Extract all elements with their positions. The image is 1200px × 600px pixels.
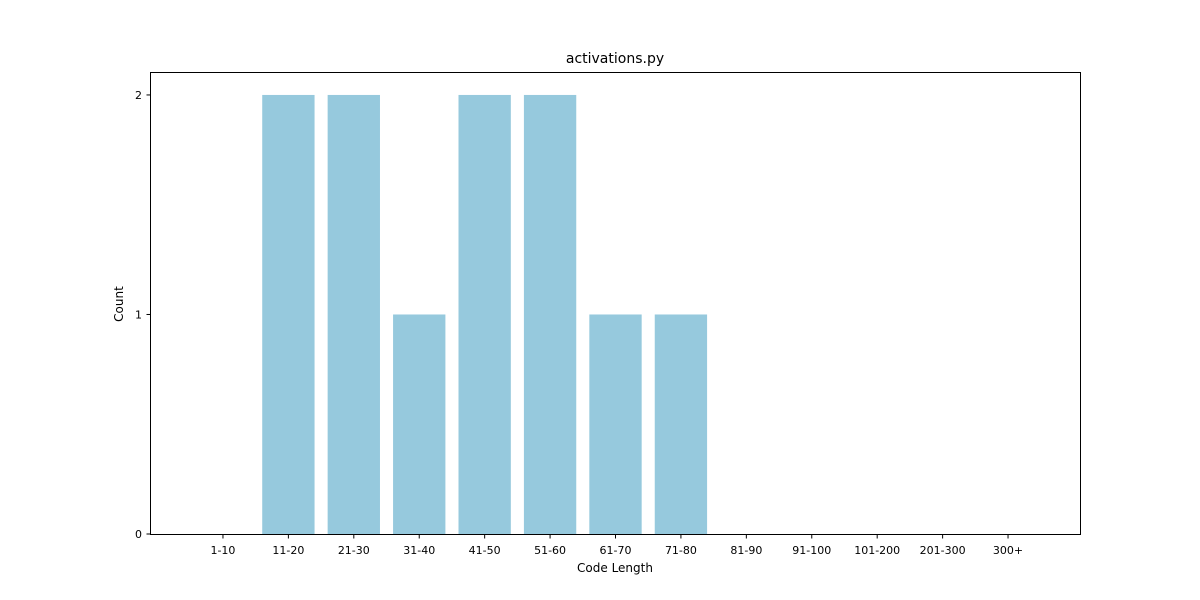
x-tick-label-300+: 300+ bbox=[993, 544, 1023, 557]
y-tick-label-1: 1 bbox=[135, 308, 142, 321]
ticks-layer: 1-10 11-20 21-30 31-40 41-50 51-60 61-70 71-80 8… bbox=[135, 89, 1023, 557]
x-tick-label-201-300: 201-300 bbox=[920, 544, 966, 557]
bar-11-20 bbox=[262, 94, 315, 534]
x-tick-label-71-80: 71-80 bbox=[665, 544, 697, 557]
x-tick-label-101-200: 101-200 bbox=[854, 544, 900, 557]
x-tick-label-21-30: 21-30 bbox=[338, 544, 370, 557]
bar-21-30 bbox=[327, 94, 380, 534]
y-axis-label: Count bbox=[112, 286, 126, 322]
bar-31-40 bbox=[393, 314, 446, 534]
chart-title: activations.py bbox=[566, 51, 664, 67]
bar-71-80 bbox=[654, 314, 708, 534]
y-tick-label-0: 0 bbox=[135, 528, 142, 541]
x-tick-label-81-90: 81-90 bbox=[730, 544, 762, 557]
x-tick-label-11-20: 11-20 bbox=[272, 544, 304, 557]
x-tick-label-31-40: 31-40 bbox=[403, 544, 435, 557]
x-axis-label: Code Length bbox=[577, 561, 653, 575]
x-tick-label-91-100: 91-100 bbox=[792, 544, 831, 557]
x-tick-label-1-10: 1-10 bbox=[210, 544, 235, 557]
plot-frame bbox=[150, 72, 1081, 535]
bar-41-50 bbox=[458, 94, 511, 534]
bars-layer bbox=[262, 94, 708, 534]
bar-61-70 bbox=[589, 314, 642, 534]
x-tick-label-41-50: 41-50 bbox=[469, 544, 501, 557]
y-tick-label-2: 2 bbox=[135, 89, 142, 102]
bar-51-60 bbox=[523, 94, 577, 534]
x-tick-label-51-60: 51-60 bbox=[534, 544, 566, 557]
x-tick-label-61-70: 61-70 bbox=[600, 544, 632, 557]
